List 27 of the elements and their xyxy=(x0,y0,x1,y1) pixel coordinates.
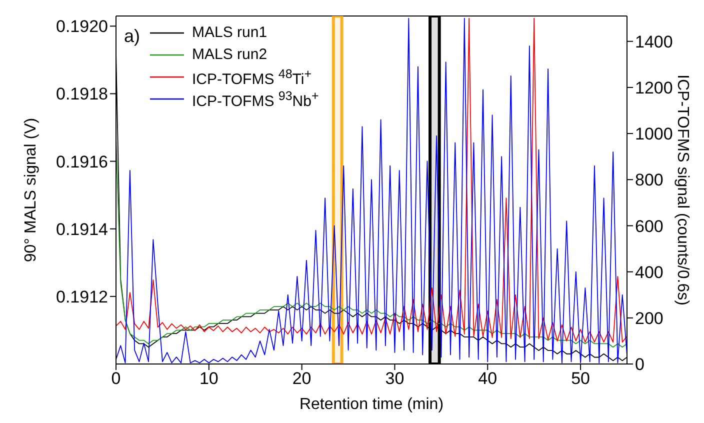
x-tick-label: 50 xyxy=(571,369,590,388)
y2-tick-label: 200 xyxy=(635,308,664,328)
y2-tick-label: 800 xyxy=(635,170,664,190)
annotation: a) xyxy=(124,26,140,47)
x-tick-label: 30 xyxy=(385,369,404,388)
legend-label: MALS run1 xyxy=(192,23,268,43)
y2-tick-label: 400 xyxy=(635,262,664,282)
y2-tick-label: 0 xyxy=(635,355,644,374)
y-axis-title: 90° MALS signal (V) xyxy=(22,118,40,262)
y2-axis-title: ICP-TOFMS signal (counts/0.6s) xyxy=(674,74,691,306)
y-tick-label: 0.1912 xyxy=(56,287,108,306)
legend-label: ICP-TOFMS $^{48}$Ti$^{+}$ xyxy=(192,67,312,88)
x-tick-label: 10 xyxy=(199,369,218,388)
y-tick-label: 0.1918 xyxy=(56,84,108,104)
y-tick-label: 0.1916 xyxy=(56,152,108,172)
y-tick-label: 0.1914 xyxy=(56,220,108,239)
x-tick-label: 0 xyxy=(111,369,121,388)
legend-label: ICP-TOFMS $^{93}$Nb$^{+}$ xyxy=(192,89,319,110)
x-tick-label: 40 xyxy=(478,369,498,388)
y2-tick-label: 1000 xyxy=(635,124,673,144)
x-axis-title: Retention time (min) xyxy=(299,396,444,413)
y2-tick-label: 1200 xyxy=(635,78,673,98)
legend-label: MALS run2 xyxy=(192,45,268,65)
x-tick-label: 20 xyxy=(292,369,312,388)
y2-tick-label: 600 xyxy=(635,216,664,236)
y2-tick-label: 1400 xyxy=(635,32,673,52)
y-tick-label: 0.1920 xyxy=(56,17,108,36)
